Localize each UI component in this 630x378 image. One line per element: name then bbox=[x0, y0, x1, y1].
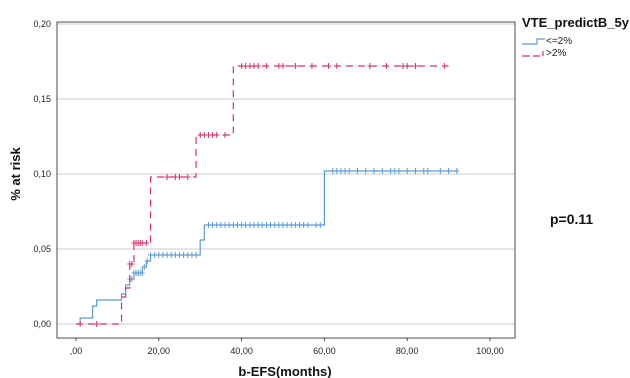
censor-mark-le2 bbox=[346, 168, 352, 174]
censor-mark-le2 bbox=[193, 252, 199, 258]
y-tick-label: 0,00 bbox=[33, 319, 51, 329]
legend-swatch-le2 bbox=[522, 38, 545, 45]
censor-mark-le2 bbox=[412, 168, 418, 174]
censor-mark-gt2 bbox=[94, 321, 100, 327]
censor-mark-le2 bbox=[363, 168, 369, 174]
legend-swatch-gt2 bbox=[522, 51, 544, 57]
censor-mark-le2 bbox=[355, 168, 361, 174]
censor-mark-gt2 bbox=[77, 321, 83, 327]
legend-label-le2: <=2% bbox=[546, 36, 572, 47]
km-curve-le2 bbox=[76, 170, 457, 325]
censor-mark-gt2 bbox=[143, 240, 149, 246]
legend-label-gt2: >2% bbox=[546, 48, 566, 59]
censor-mark-le2 bbox=[144, 258, 150, 264]
censor-mark-le2 bbox=[446, 168, 452, 174]
censor-mark-gt2 bbox=[177, 174, 182, 180]
censor-mark-gt2 bbox=[384, 63, 389, 69]
y-tick-label: 0,20 bbox=[33, 19, 51, 29]
censor-mark-le2 bbox=[437, 168, 443, 174]
y-tick-label: 0,15 bbox=[33, 94, 51, 104]
censor-mark-le2 bbox=[371, 168, 377, 174]
censor-mark-gt2 bbox=[263, 63, 269, 69]
censor-mark-le2 bbox=[404, 168, 410, 174]
censor-mark-gt2 bbox=[309, 63, 315, 69]
y-tick-label: 0,10 bbox=[33, 169, 51, 179]
plot-border bbox=[56, 21, 516, 339]
ticks-layer: 0,00 0,05 0,10 0,15 0,20 ,00 20,00 40,00 60,00 80… bbox=[33, 19, 503, 356]
x-axis-title: b-EFS(months) bbox=[238, 364, 331, 378]
y-axis-title: % at risk bbox=[8, 146, 23, 200]
censor-mark-gt2 bbox=[404, 63, 410, 69]
censor-mark-le2 bbox=[454, 168, 460, 174]
censor-mark-le2 bbox=[305, 222, 311, 228]
legend: VTE_predictB_5y <=2% >2% bbox=[522, 15, 630, 59]
censor-mark-le2 bbox=[425, 168, 431, 174]
censor-mark-gt2 bbox=[222, 132, 228, 138]
censor-mark-gt2 bbox=[255, 63, 261, 69]
censor-mark-gt2 bbox=[367, 63, 373, 69]
censor-mark-le2 bbox=[396, 168, 402, 174]
censor-mark-gt2 bbox=[280, 63, 286, 69]
censor-mark-gt2 bbox=[214, 132, 220, 138]
censor-mark-gt2 bbox=[441, 63, 447, 69]
gridlines bbox=[57, 23, 515, 325]
censor-mark-gt2 bbox=[334, 63, 340, 69]
censor-mark-le2 bbox=[141, 264, 147, 270]
censor-mark-gt2 bbox=[326, 63, 332, 69]
plot-frame bbox=[56, 21, 516, 339]
x-tick-label: 80,00 bbox=[396, 346, 419, 356]
censor-mark-le2 bbox=[379, 168, 385, 174]
censor-mark-le2 bbox=[139, 270, 145, 276]
censor-mark-gt2 bbox=[129, 261, 135, 267]
x-tick-label: 60,00 bbox=[313, 346, 336, 356]
series-layer bbox=[76, 63, 460, 327]
y-tick-label: 0,05 bbox=[33, 244, 51, 254]
x-tick-label: 20,00 bbox=[148, 346, 171, 356]
censor-mark-gt2 bbox=[412, 63, 418, 69]
censor-mark-gt2 bbox=[185, 174, 191, 180]
censor-mark-gt2 bbox=[164, 174, 170, 180]
p-value-annotation: p=0.11 bbox=[550, 211, 593, 227]
censor-mark-le2 bbox=[317, 222, 323, 228]
x-tick-label: 40,00 bbox=[230, 346, 253, 356]
x-tick-label: ,00 bbox=[70, 346, 83, 356]
censor-mark-gt2 bbox=[292, 63, 298, 69]
legend-title: VTE_predictB_5y bbox=[522, 15, 630, 30]
km-curve-gt2 bbox=[76, 65, 449, 325]
x-tick-label: 100,00 bbox=[476, 346, 504, 356]
